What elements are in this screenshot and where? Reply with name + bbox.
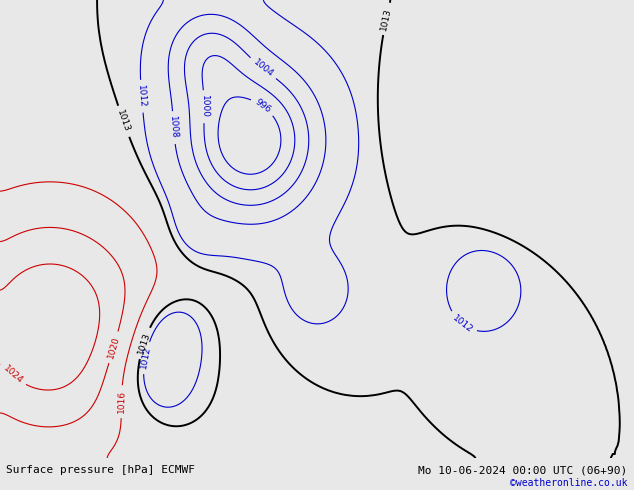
Text: 1013: 1013 [380, 7, 393, 31]
Text: 1000: 1000 [200, 95, 209, 118]
Text: 1012: 1012 [451, 313, 474, 334]
Text: ©weatheronline.co.uk: ©weatheronline.co.uk [510, 478, 628, 489]
Text: 996: 996 [254, 98, 273, 115]
Text: 1020: 1020 [106, 335, 121, 360]
Text: 1012: 1012 [136, 84, 147, 108]
Text: 1004: 1004 [251, 58, 275, 79]
Text: 1013: 1013 [136, 331, 152, 355]
Text: 1013: 1013 [115, 109, 132, 134]
Text: Surface pressure [hPa] ECMWF: Surface pressure [hPa] ECMWF [6, 465, 195, 475]
Text: 1024: 1024 [1, 364, 24, 386]
Text: 1008: 1008 [168, 116, 179, 140]
Text: 1012: 1012 [139, 345, 152, 370]
Text: Mo 10-06-2024 00:00 UTC (06+90): Mo 10-06-2024 00:00 UTC (06+90) [418, 465, 628, 475]
Text: 1016: 1016 [117, 390, 126, 413]
